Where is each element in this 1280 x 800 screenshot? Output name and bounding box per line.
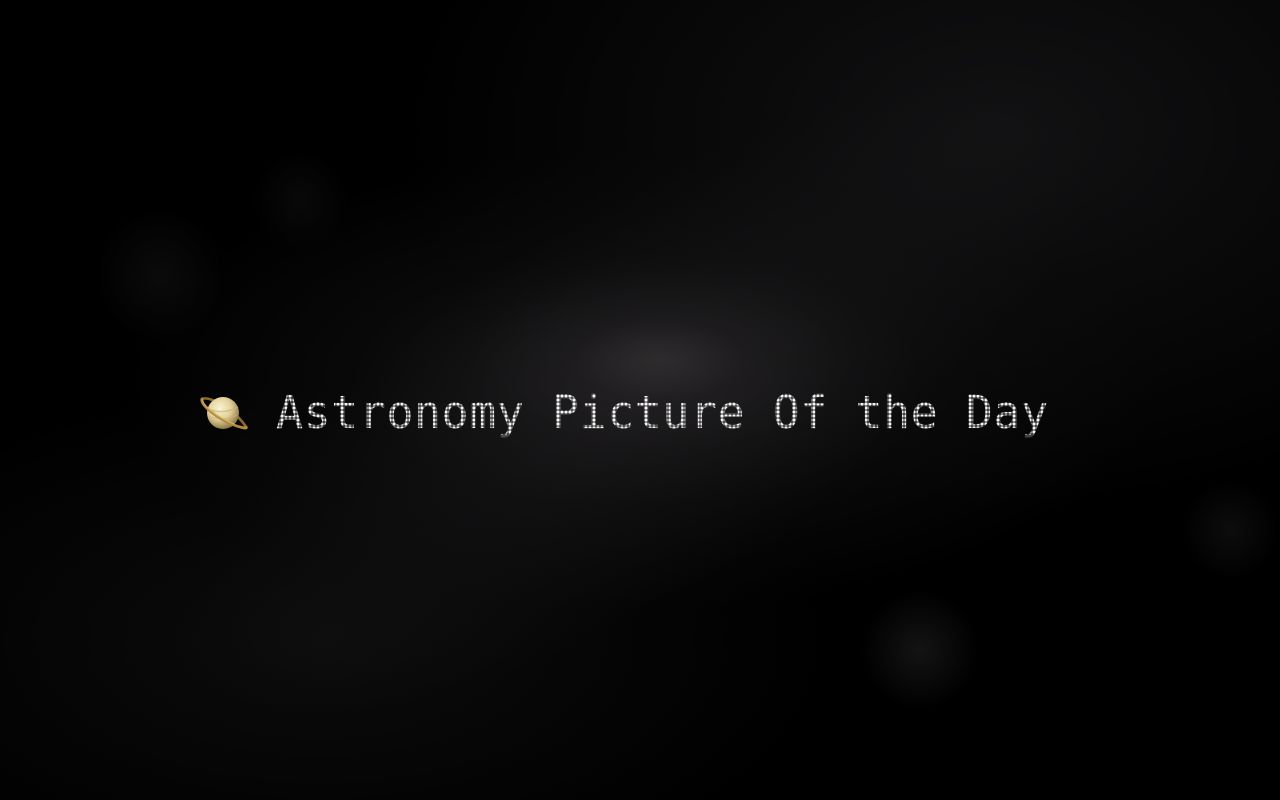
nebula-haze (100, 200, 220, 350)
nebula-haze (1180, 480, 1280, 580)
page-title: Astronomy Picture Of the Day (276, 385, 1049, 439)
nebula-haze (250, 150, 350, 250)
ringed-planet-icon (200, 397, 248, 430)
nebula-haze (860, 590, 980, 710)
app-title: Astronomy Picture Of the Day (196, 382, 1049, 442)
